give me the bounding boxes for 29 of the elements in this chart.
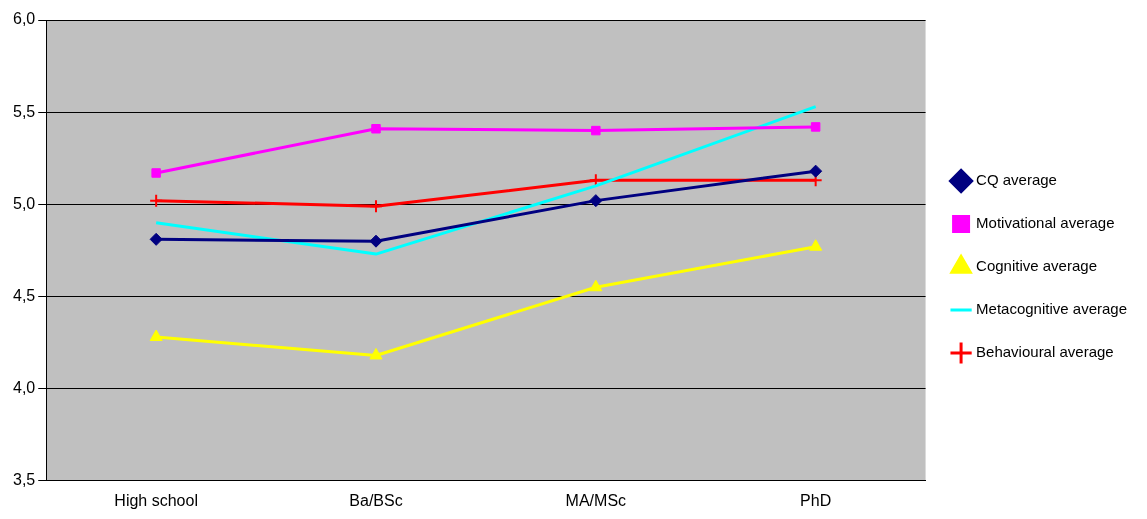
- point: [368, 199, 383, 214]
- point: [149, 232, 163, 246]
- point: [371, 124, 381, 134]
- y-tick-label: 4,5: [12, 286, 36, 304]
- y-tick-label: 5,5: [12, 102, 36, 120]
- point: [151, 168, 161, 178]
- point: [589, 194, 603, 208]
- legend-label: Cognitive average: [976, 257, 1097, 275]
- x-tick-label: MA/MSc: [565, 491, 627, 509]
- x-tick-label: High school: [114, 491, 198, 509]
- point: [591, 125, 601, 136]
- y-tick-label: 6,0: [12, 10, 36, 28]
- point: [369, 347, 383, 360]
- point: [369, 234, 383, 248]
- x-tick-label: PhD: [800, 491, 832, 509]
- x-tick-label: Ba/BSc: [349, 491, 403, 509]
- point: [589, 279, 603, 292]
- legend-label: Behavioural average: [976, 343, 1114, 361]
- y-tick-label: 4,0: [12, 379, 36, 397]
- point: [149, 329, 163, 342]
- legend-label: Metacognitive average: [976, 300, 1128, 318]
- y-tick-label: 3,5: [12, 471, 36, 489]
- point: [809, 164, 823, 178]
- legend-label: Motivational average: [976, 214, 1115, 232]
- point: [149, 193, 164, 208]
- point: [810, 122, 821, 132]
- legend-label: CQ average: [976, 171, 1057, 189]
- y-tick-label: 5,0: [12, 194, 36, 212]
- point: [809, 239, 823, 251]
